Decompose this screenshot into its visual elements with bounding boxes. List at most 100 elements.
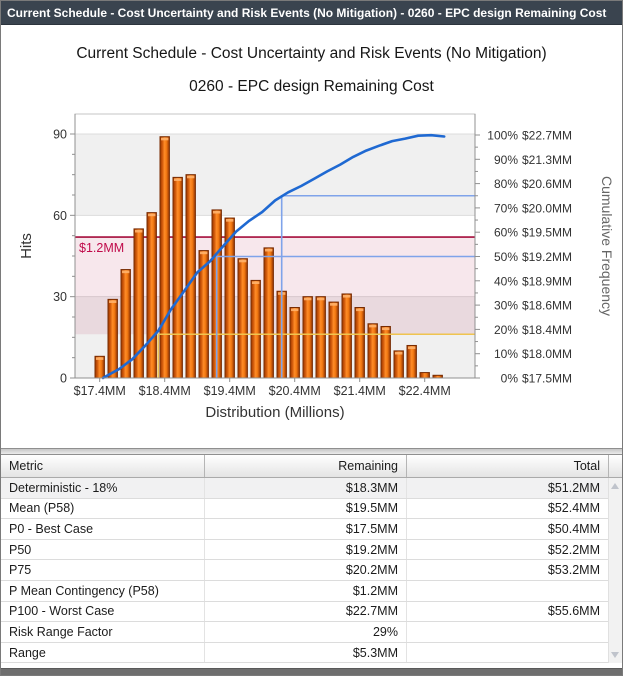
right-axis-pct-label: 100% [487,129,518,143]
right-axis-pct-label: 80% [494,177,518,191]
histogram-bar-cap [343,294,351,298]
table-vertical-scrollbar[interactable] [608,478,622,664]
table-cell [407,622,609,642]
x-axis-tick-label: $18.4MM [139,384,191,398]
table-cell: $18.3MM [205,478,407,498]
table-row[interactable]: P75 $20.2MM $53.2MM [1,560,622,581]
right-axis-pct-label: 60% [494,226,518,240]
table-cell: $52.2MM [407,539,609,560]
histogram-bar [302,296,313,379]
histogram-bar-cap [213,210,221,214]
right-axis-pct-label: 40% [494,274,518,288]
histogram-bar-cap [109,300,117,303]
table-cell: P Mean Contingency (P58) [1,580,205,601]
scroll-down-icon[interactable] [611,652,619,659]
right-axis-value-label: $18.0MM [522,347,572,361]
right-axis-value-label: $18.9MM [522,274,572,288]
window-titlebar[interactable]: Current Schedule - Cost Uncertainty and … [1,1,622,25]
x-axis-tick-label: $20.4MM [269,384,321,398]
table-cell: $50.4MM [407,519,609,539]
histogram-bar-cap [408,346,416,350]
histogram-bar [315,296,326,379]
histogram-bar-cap [135,229,143,233]
x-axis-tick-label: $21.4MM [334,384,386,398]
table-row[interactable]: P50 $19.2MM $52.2MM [1,539,622,561]
histogram-bar-cap [122,270,130,274]
right-axis-value-label: $18.6MM [522,299,572,313]
histogram-bar [159,136,170,379]
histogram-bar [250,279,261,379]
histogram-bar-cap [382,327,390,331]
histogram-bar-cap [96,357,104,360]
x-axis-tick-label: $22.4MM [399,384,451,398]
x-axis-tick-label: $17.4MM [74,384,126,398]
histogram-bar [172,176,183,379]
histogram-bar-cap [200,251,208,255]
left-axis-tick-label: 90 [53,128,67,142]
table-cell [407,642,609,663]
column-header-remaining[interactable]: Remaining [205,455,407,477]
table-row[interactable]: Range $5.3MM [1,642,622,664]
table-cell [407,580,609,601]
window-bottom-edge [1,668,622,675]
chart-panel: Current Schedule - Cost Uncertainty and … [1,25,622,448]
left-axis-tick-label: 0 [60,372,67,386]
histogram-bar-cap [148,213,156,217]
table-row[interactable]: Risk Range Factor 29% [1,622,622,643]
table-cell: P50 [1,539,205,560]
histogram-bar [107,298,118,379]
table-header-row: Metric Remaining Total [1,455,622,478]
histogram-bar-cap [395,351,403,355]
cumulative-curve [101,133,446,380]
p50-marker [215,255,475,378]
histogram-bar-cap [291,308,299,312]
histogram-bar-cap [187,175,195,179]
histogram-bar [328,301,339,379]
histogram-bar [237,258,248,379]
metrics-table: Metric Remaining Total Deterministic - 1… [1,455,622,664]
left-axis-tick-label: 60 [53,209,67,223]
scroll-up-icon[interactable] [611,483,619,489]
histogram-bar-cap [356,308,364,312]
histogram-bar-cap [226,219,234,222]
table-cell: Deterministic - 18% [1,478,205,498]
table-row[interactable]: P100 - Worst Case $22.7MM $55.6MM [1,601,622,623]
deterministic-marker [157,333,475,378]
histogram-bar [354,307,365,379]
histogram-bar-cap [330,303,338,306]
table-cell: Risk Range Factor [1,622,205,642]
right-axis-value-label: $20.6MM [522,177,572,191]
histogram-chart: $1.2MM 0 30 60 90 $17.4MM $18.4MM $19.4MM $20.4M… [18,113,615,421]
histogram-bar [367,323,378,379]
right-axis-value-label: $20.0MM [522,201,572,215]
right-axis-value-label: $17.5MM [522,372,572,386]
right-axis-pct-label: 10% [494,347,518,361]
table-cell: $52.4MM [407,498,609,519]
right-axis-value-label: $19.2MM [522,250,572,264]
table-cell: $17.5MM [205,519,407,539]
right-axis-pct-label: 90% [494,153,518,167]
right-axis-pct-label: 70% [494,201,518,215]
histogram-bar-cap [161,137,169,141]
table-row[interactable]: P0 - Best Case $17.5MM $50.4MM [1,519,622,540]
column-header-metric[interactable]: Metric [1,455,205,477]
table-cell: $5.3MM [205,642,407,663]
table-row[interactable]: Mean (P58) $19.5MM $52.4MM [1,498,622,520]
y-axis-title: Hits [18,233,35,259]
table-cell: $51.2MM [407,478,609,498]
histogram-bar [289,307,300,379]
table-row[interactable]: P Mean Contingency (P58) $1.2MM [1,580,622,602]
table-cell: $19.2MM [205,539,407,560]
panel-splitter[interactable] [1,448,622,455]
right-axis-pct-label: 20% [494,323,518,337]
right-axis-value-label: $19.5MM [522,226,572,240]
right-axis-pct-label: 30% [494,299,518,313]
chart-title-line1: Current Schedule - Cost Uncertainty and … [76,45,547,62]
histogram-bar-cap [317,297,325,301]
column-header-total[interactable]: Total [407,455,609,477]
histogram-bar-cap [304,297,312,301]
table-cell: $20.2MM [205,560,407,580]
table-row[interactable]: Deterministic - 18% $18.3MM $51.2MM [1,478,622,499]
right-axis-pct-label: 50% [494,250,518,264]
